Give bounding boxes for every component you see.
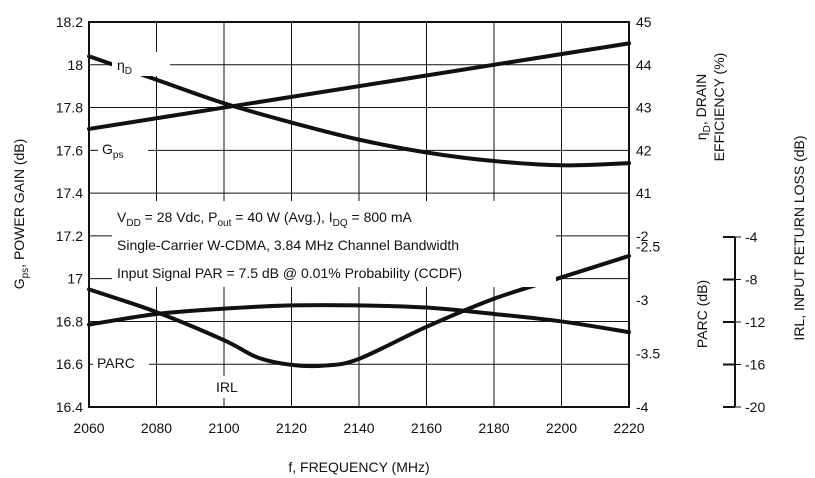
x-tick-label: 2140 — [343, 420, 374, 436]
efficiency-tick-label: 43 — [636, 100, 652, 116]
gain-curve — [87, 41, 631, 131]
irl-curve — [87, 253, 631, 369]
efficiency-tick-label: 44 — [636, 57, 652, 73]
irl-axis-label: IRL, INPUT RETURN LOSS (dB) — [791, 135, 807, 340]
x-tick-label: 2220 — [613, 420, 644, 436]
x-axis-ticks: 2060 2080 2100 2120 2140 2160 2180 2200 2220 — [73, 420, 644, 436]
left-tick-label: 17.6 — [56, 142, 83, 158]
irl-tick-label: -16 — [745, 357, 765, 373]
test-conditions: VDD = 28 Vdc, Pout = 40 W (Avg.), IDQ = … — [117, 209, 462, 281]
left-tick-label: 17.8 — [56, 100, 83, 116]
series-label-efficiency: ηD — [117, 57, 132, 77]
left-tick-label: 17 — [67, 271, 83, 287]
efficiency-tick-label: 42 — [636, 142, 652, 158]
x-axis-label: f, FREQUENCY (MHz) — [288, 459, 429, 475]
left-tick-label: 18 — [67, 57, 83, 73]
x-tick-label: 2180 — [478, 420, 509, 436]
left-axis-ticks: 16.4 16.6 16.8 17 17.2 17.4 17.6 17.8 18 18.2 — [56, 14, 83, 415]
parc-tick-label: -3 — [636, 292, 649, 308]
x-tick-label: 2200 — [546, 420, 577, 436]
parc-tick-label: -2 — [636, 228, 649, 244]
conditions-background — [112, 201, 556, 287]
x-tick-label: 2100 — [208, 420, 239, 436]
efficiency-tick-label: 41 — [636, 185, 652, 201]
gps-label-bg — [98, 137, 148, 163]
irl-tick-label: -12 — [745, 314, 765, 330]
parc-axis-label: PARC (dB) — [694, 280, 710, 348]
left-tick-label: 17.2 — [56, 228, 83, 244]
irl-label-bg — [212, 376, 250, 398]
irl-tick-label: -8 — [745, 272, 758, 288]
x-tick-label: 2060 — [73, 420, 104, 436]
plot-frame — [88, 21, 630, 408]
condition-line: VDD = 28 Vdc, Pout = 40 W (Avg.), IDQ = … — [117, 209, 413, 229]
irl-tick-label: -4 — [745, 229, 758, 245]
left-tick-label: 17.4 — [56, 185, 83, 201]
left-tick-label: 16.6 — [56, 356, 83, 372]
parc-curve — [87, 303, 631, 335]
parc-label-bg — [93, 352, 149, 374]
parc-tick-label: -3.5 — [636, 346, 660, 362]
x-tick-label: 2160 — [411, 420, 442, 436]
efficiency-axis-label-line1: ηD, DRAIN — [693, 74, 713, 140]
x-tick-label: 2120 — [276, 420, 307, 436]
series-label-parc: PARC — [97, 355, 135, 371]
left-tick-label: 18.2 — [56, 14, 83, 30]
condition-line: Input Signal PAR = 7.5 dB @ 0.01% Probab… — [117, 265, 462, 281]
x-tick-label: 2080 — [141, 420, 172, 436]
left-tick-label: 16.4 — [56, 399, 83, 415]
series-label-gain: Gps — [102, 141, 123, 161]
efficiency-curve — [87, 54, 631, 168]
right-axis-ticks: 41 42 43 44 45 -4 -3.5 -3 -2.5-2 — [636, 14, 660, 415]
efficiency-tick-label: 45 — [636, 14, 652, 30]
efficiency-axis-label-line2: EFFICIENCY (%) — [711, 53, 727, 162]
series-label-irl: IRL — [216, 379, 238, 395]
etad-label-bg — [112, 52, 170, 76]
parc-tick-label: -2.5 — [636, 239, 660, 255]
condition-line: Single-Carrier W-CDMA, 3.84 MHz Channel … — [117, 237, 459, 253]
parc-tick-label: -4 — [636, 399, 649, 415]
irl-axis: -20 -16 -12 -8 -4 — [723, 229, 765, 415]
left-axis-label: Gps, POWER GAIN (dB) — [11, 139, 31, 290]
left-tick-label: 16.8 — [56, 313, 83, 329]
irl-tick-label: -20 — [745, 399, 765, 415]
curves — [87, 41, 631, 369]
